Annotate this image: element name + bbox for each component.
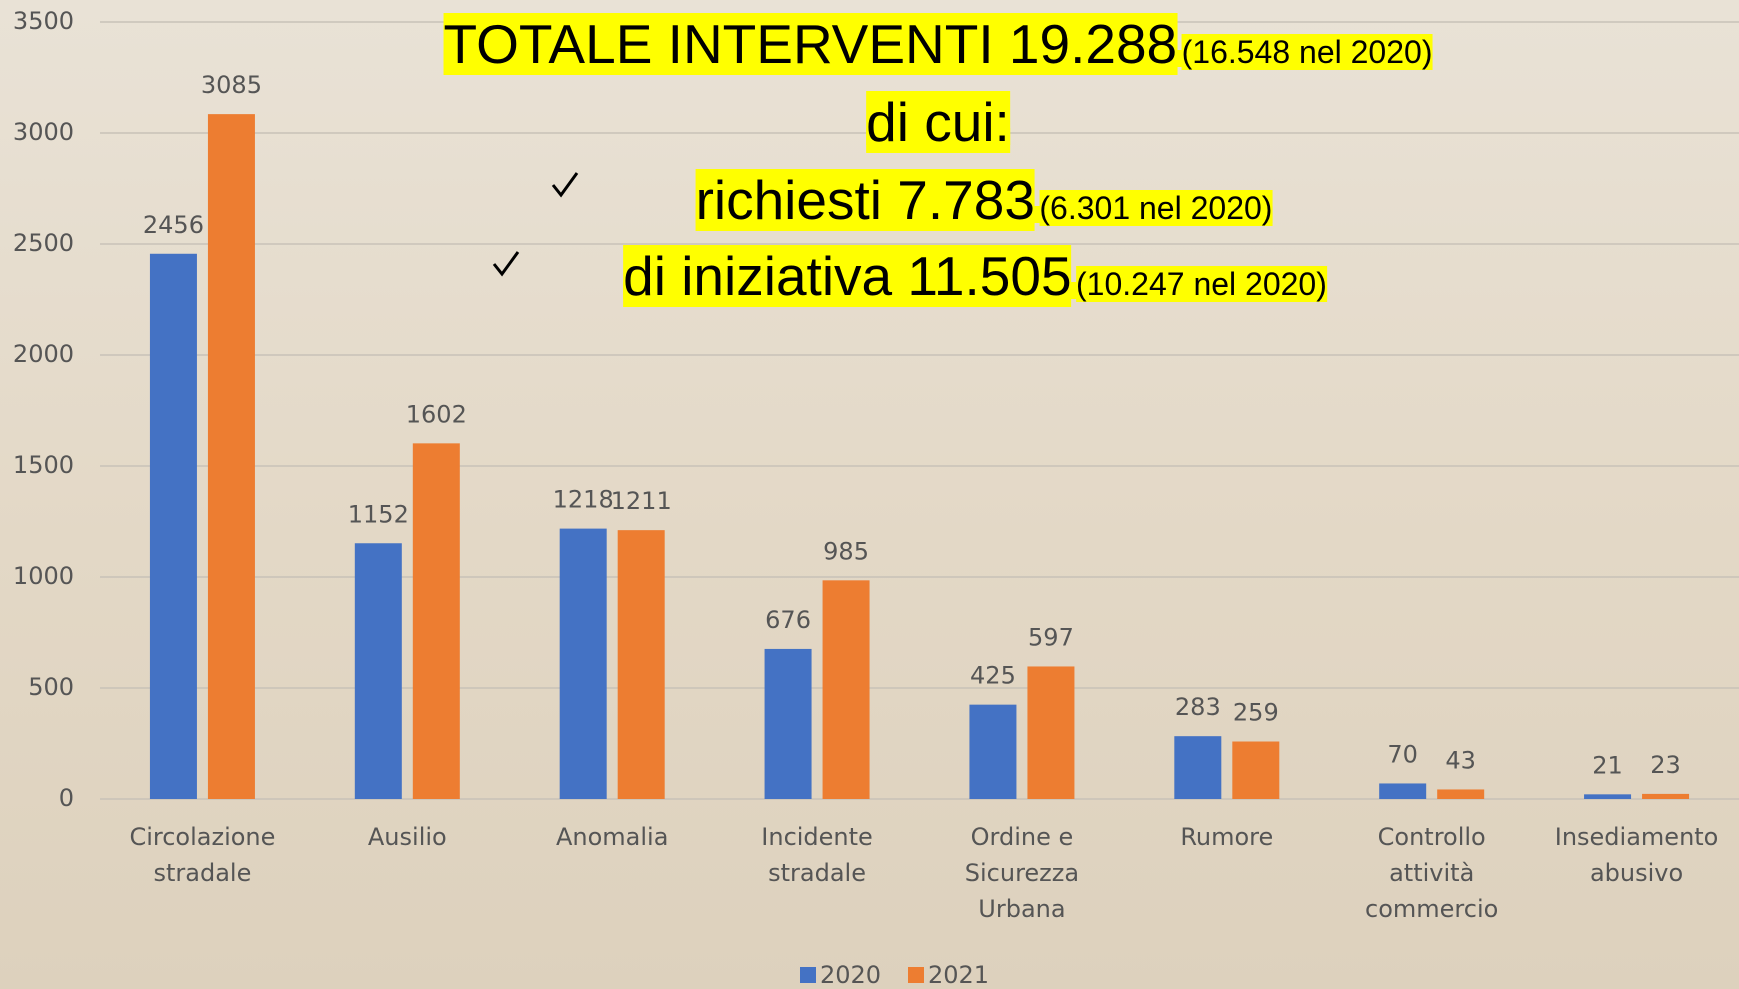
legend-swatch [800,967,816,983]
bar [1232,741,1280,799]
data-label: 70 [1387,740,1418,768]
bar [1437,789,1485,799]
data-label: 985 [823,537,869,565]
data-label: 259 [1233,699,1279,727]
annotation: di iniziativa 11.505 (10.247 nel 2020) [623,244,1327,308]
annotation-main: di cui: [866,91,1010,153]
y-tick-label: 2500 [13,229,74,257]
annotation-box: di iniziativa 11.505 (10.247 nel 2020) [623,245,1327,307]
x-tick-label: Rumore [1180,823,1274,851]
annotation-box: di cui: [866,91,1010,153]
annotation: di cui: [866,90,1010,154]
bar [969,704,1017,799]
y-tick-label: 1000 [13,562,74,590]
x-tick-label: Incidente stradale [761,823,873,887]
data-label: 676 [765,606,811,634]
data-label: 23 [1650,751,1681,779]
annotation: richiesti 7.783 (6.301 nel 2020) [695,168,1273,232]
annotation-main: TOTALE INTERVENTI 19.288 [443,13,1178,75]
legend-swatch [908,967,924,983]
data-label: 1152 [348,500,409,528]
data-label: 283 [1175,693,1221,721]
data-label: 1602 [406,400,467,428]
bar [412,443,460,799]
annotation-main: richiesti 7.783 [695,169,1035,231]
annotation-note: (10.247 nel 2020) [1076,266,1327,302]
y-tick-label: 3500 [13,7,74,35]
legend-label: 2020 [820,961,882,989]
x-tick-label: Anomalia [555,823,669,851]
x-tick-label: Circolazione stradale [129,823,276,887]
bar [1584,794,1632,799]
bar [354,543,402,799]
annotation-note: (6.301 nel 2020) [1039,190,1273,226]
y-tick-label: 1500 [13,451,74,479]
annotation-box: TOTALE INTERVENTI 19.288 (16.548 nel 202… [443,13,1433,75]
bar [764,648,812,799]
y-tick-label: 2000 [13,340,74,368]
data-label: 3085 [201,71,262,99]
data-label: 425 [970,662,1016,690]
bar [1642,793,1690,799]
annotation-main: di iniziativa 11.505 [623,245,1072,307]
bar [1027,666,1075,799]
bar [1379,783,1427,799]
data-label: 2456 [143,211,204,239]
check-icon [492,251,520,277]
bar [559,528,607,799]
check-icon [551,172,579,198]
x-tick-label: Ausilio [367,823,447,851]
legend-label: 2021 [928,961,990,989]
y-tick-label: 500 [28,673,74,701]
data-label: 21 [1592,751,1623,779]
annotation-note: (16.548 nel 2020) [1181,34,1433,70]
bar [1174,736,1222,799]
x-tick-label: Insediamento abusivo [1554,823,1719,887]
bar [617,530,665,799]
data-label: 597 [1028,623,1074,651]
bar [207,114,255,799]
bar [822,580,870,799]
x-tick-label: Ordine e Sicurezza Urbana [964,823,1080,923]
data-label: 43 [1445,746,1476,774]
annotation-box: richiesti 7.783 (6.301 nel 2020) [695,169,1273,231]
data-label: 1218 [553,486,614,514]
data-label: 1211 [611,487,672,515]
x-tick-label: Controllo attività commercio [1365,823,1499,923]
bar [149,253,197,799]
y-tick-label: 3000 [13,118,74,146]
y-tick-label: 0 [59,784,74,812]
annotation: TOTALE INTERVENTI 19.288 (16.548 nel 202… [443,12,1433,76]
